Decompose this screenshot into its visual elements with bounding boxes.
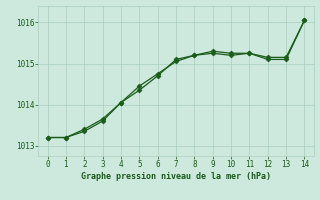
X-axis label: Graphe pression niveau de la mer (hPa): Graphe pression niveau de la mer (hPa) [81, 172, 271, 181]
